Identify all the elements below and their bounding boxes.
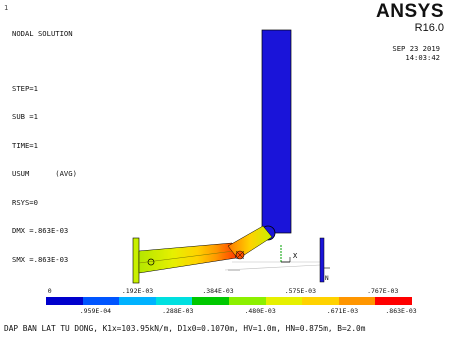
info-sub: SUB =1 [12,112,38,121]
timestamp-time: 14:03:42 [405,53,440,62]
solution-info: NODAL SOLUTION STEP=1 SUB =1 TIME=1 USUM… [12,10,77,283]
legend-band [82,297,120,305]
legend-label: .767E-03 [367,287,399,295]
legend-label: .959E-04 [79,307,112,315]
triad-x-label: X [293,252,298,260]
timestamp: SEP 23 2019 14:03:42 [392,44,440,62]
brand-version: R16.0 [414,22,444,34]
legend-upper-labels: 0 .192E-03 .384E-03 .575E-03 .767E-03 [46,287,412,297]
contour-legend [46,297,412,305]
info-rsys: RSYS=0 [12,197,38,207]
info-usum: USUM (AVG) [12,169,77,178]
legend-band [302,297,339,305]
info-time: TIME=1 [12,140,38,150]
legend-band [155,297,193,305]
leaf-hinge [147,258,155,266]
legend-label: .480E-03 [244,307,276,315]
inclined-strut [227,225,273,260]
legend-band [265,297,303,305]
gate-panel [261,29,292,234]
right-support [319,237,325,283]
legend-label: .863E-03 [385,307,417,315]
legend-band [192,297,229,305]
gate-leaf [138,242,237,274]
legend-label: .192E-03 [121,287,154,295]
solution-title: NODAL SOLUTION [12,29,73,38]
info-step: STEP=1 [12,83,38,93]
legend-label: .671E-03 [326,307,359,315]
brand-name: ANSYS [376,1,444,22]
ansys-logo: ANSYS R16.0 [376,1,444,35]
triad-z-label: N [325,275,329,282]
model-caption: DAP BAN LAT TU DONG, K1x=103.95kN/m, D1x… [4,324,366,333]
legend-band [119,297,156,305]
legend-label: .575E-03 [284,287,317,295]
legend-band [338,297,376,305]
legend-band [375,297,412,305]
left-base-plate [132,237,140,284]
legend-label: .288E-03 [162,307,194,315]
legend-label: 0 [47,287,52,295]
window-number: 1 [4,4,9,12]
info-smx: SMX =.863E-03 [12,254,69,264]
legend-band [46,297,83,305]
legend-lower-labels: .959E-04 .288E-03 .480E-03 .671E-03 .863… [46,307,417,317]
info-dmx: DMX =.863E-03 [12,226,69,235]
timestamp-date: SEP 23 2019 [392,44,440,53]
legend-label: .384E-03 [202,287,234,295]
legend-band [228,297,266,305]
